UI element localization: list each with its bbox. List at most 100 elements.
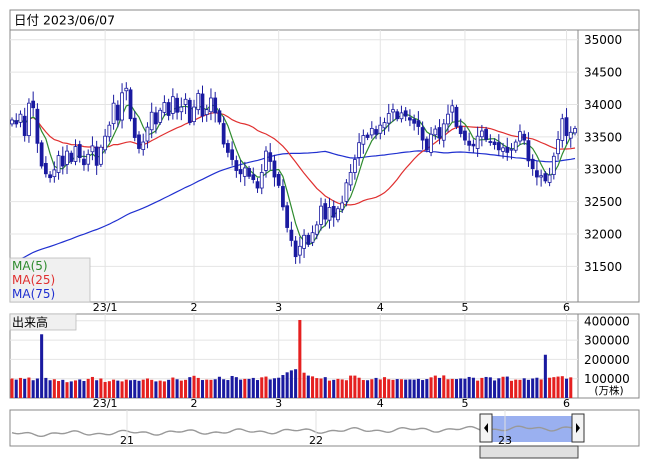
price-x-tick-label: 2 <box>191 301 198 314</box>
candle <box>73 139 78 166</box>
candle <box>200 85 205 123</box>
candle <box>543 171 548 184</box>
candle <box>48 171 52 183</box>
volume-bar <box>179 380 183 398</box>
volume-bar <box>192 375 196 398</box>
volume-bar <box>268 379 272 398</box>
volume-bar <box>531 378 535 398</box>
candle <box>145 122 150 149</box>
volume-bar <box>285 372 289 398</box>
candle <box>264 146 268 178</box>
volume-bar <box>52 379 56 398</box>
candle <box>82 150 86 171</box>
volume-y-tick-label: 400000 <box>584 314 630 328</box>
candle <box>416 111 421 135</box>
candle <box>209 88 213 121</box>
candle <box>467 132 472 152</box>
candle <box>441 118 446 148</box>
volume-bar <box>374 377 378 398</box>
volume-bar <box>294 369 298 398</box>
volume-bar <box>272 378 276 398</box>
volume-bar <box>298 319 302 398</box>
volume-y-tick-label: 200000 <box>584 353 630 367</box>
range-handle-left[interactable] <box>479 413 493 443</box>
volume-bar <box>480 377 484 398</box>
volume-bar <box>569 377 573 398</box>
volume-bar <box>255 380 260 398</box>
volume-bar <box>82 381 86 398</box>
candle <box>382 117 387 136</box>
candle <box>281 179 285 211</box>
candle <box>120 83 124 129</box>
volume-bar <box>73 380 78 398</box>
volume-bar <box>120 381 124 398</box>
volume-bar <box>184 379 188 398</box>
volume-bar <box>535 377 539 398</box>
candle <box>496 134 501 156</box>
candle <box>369 121 374 139</box>
candle <box>230 141 235 166</box>
volume-bar <box>167 379 171 398</box>
date-label: 日付 2023/06/07 <box>14 13 115 28</box>
candle <box>458 118 463 138</box>
candle <box>18 110 23 128</box>
volume-bar <box>200 380 205 398</box>
volume-bar <box>493 380 497 398</box>
candle <box>272 154 277 187</box>
candle <box>99 144 103 167</box>
candle <box>158 107 163 125</box>
candle <box>429 127 433 157</box>
volume-bar <box>217 376 221 398</box>
candle <box>22 107 27 142</box>
navigator-scrollbar[interactable] <box>479 445 579 459</box>
candle <box>234 155 239 178</box>
ma75-line <box>11 150 576 264</box>
candle <box>90 136 95 161</box>
candle <box>196 89 201 115</box>
candle <box>69 150 74 165</box>
volume-x-tick-label: 23/1 <box>93 397 118 410</box>
volume-bar <box>391 379 395 398</box>
volume-bar <box>281 375 285 398</box>
volume-bar <box>416 378 420 398</box>
volume-bar <box>543 354 547 398</box>
volume-bar <box>395 379 399 398</box>
candle <box>77 140 82 163</box>
candle <box>450 99 455 122</box>
navigator-x-tick-label: 22 <box>309 434 323 447</box>
candle <box>187 97 192 126</box>
candle <box>505 137 510 161</box>
candle <box>154 106 158 134</box>
volume-bar <box>311 376 315 398</box>
candle <box>175 93 179 120</box>
volume-bar <box>332 379 336 398</box>
candle <box>276 171 281 189</box>
volume-y-ticks: 400000 300000 200000 100000 <box>584 314 630 386</box>
volume-bar <box>129 380 133 398</box>
volume-bar <box>162 381 166 398</box>
price-x-tick-label: 3 <box>275 301 282 314</box>
candle <box>568 126 573 148</box>
volume-bar <box>361 380 365 398</box>
volume-bar <box>370 379 374 398</box>
arrow-right-icon <box>576 423 580 433</box>
range-navigator[interactable]: 21 22 23 <box>9 409 640 459</box>
arrow-left-icon <box>484 423 488 433</box>
candle <box>492 138 497 150</box>
volume-bar <box>556 376 560 398</box>
volume-bar <box>522 378 526 398</box>
candle <box>14 113 19 128</box>
candle <box>403 107 408 122</box>
candle <box>454 104 459 130</box>
volume-bar <box>222 379 226 398</box>
volume-bar <box>552 377 556 398</box>
range-handle-right[interactable] <box>571 413 585 443</box>
candle <box>238 159 243 183</box>
volume-bar <box>116 380 120 398</box>
volume-bar <box>471 377 475 398</box>
price-y-tick-label: 33000 <box>584 163 622 177</box>
candle <box>302 229 306 258</box>
candle <box>488 134 493 146</box>
candle <box>513 139 518 153</box>
volume-bar <box>10 378 14 398</box>
